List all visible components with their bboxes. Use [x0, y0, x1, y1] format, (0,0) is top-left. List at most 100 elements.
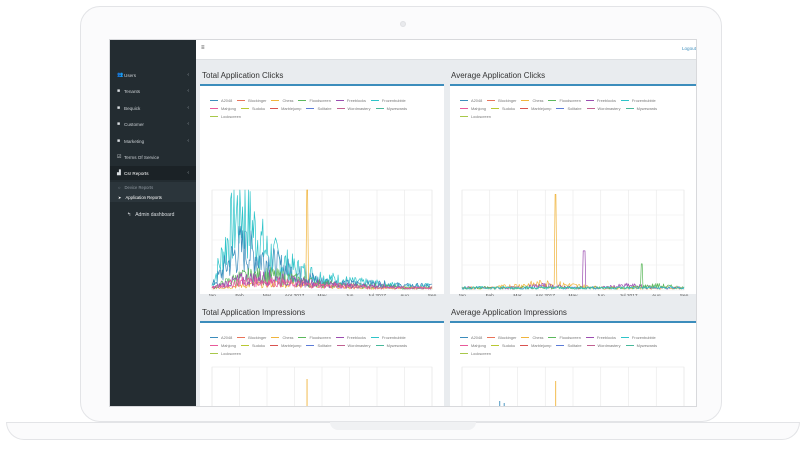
- legend-item[interactable]: Wordmastery: [336, 105, 371, 113]
- legend-item[interactable]: Mahjong: [210, 342, 236, 350]
- legend-item[interactable]: Lockscreen: [210, 113, 241, 121]
- legend-swatch: [520, 107, 529, 109]
- legend-item[interactable]: Frozenbubble: [620, 334, 656, 342]
- legend-item[interactable]: Sudoku: [490, 105, 515, 113]
- legend-item[interactable]: Freeblocks: [585, 334, 616, 342]
- legend-item[interactable]: Solitaire: [306, 342, 332, 350]
- sidebar-item-marketing[interactable]: ■ Marketing ‹: [110, 134, 196, 148]
- legend-label: Mywewards: [386, 342, 408, 348]
- legend-item[interactable]: Freeblocks: [585, 97, 616, 105]
- legend-label: Mywewards: [386, 105, 408, 111]
- sidebar-item-users[interactable]: 👥 Users ‹: [110, 68, 196, 82]
- sidebar-item-terms-of-service[interactable]: ☑ Terms Of Service: [110, 150, 196, 164]
- legend-item[interactable]: Sudoku: [240, 105, 265, 113]
- admin-dashboard-link[interactable]: ↰ Admin dashboard: [127, 212, 174, 218]
- sidebar-item-label: Customer: [124, 121, 144, 127]
- legend-item[interactable]: Wordmastery: [336, 342, 371, 350]
- legend-swatch: [298, 99, 307, 101]
- legend-label: Blockinger: [248, 334, 267, 340]
- legend-item[interactable]: Chess: [521, 97, 543, 105]
- x-tick-label: Jun: [597, 293, 605, 296]
- sidebar-item-label: Bequick: [124, 105, 141, 111]
- legend-item[interactable]: Solitaire: [556, 105, 582, 113]
- legend-swatch: [210, 352, 218, 354]
- sidebar-item-bequick[interactable]: ■ Bequick ‹: [110, 101, 196, 115]
- legend-item[interactable]: Marblejump: [520, 342, 551, 350]
- legend-swatch: [240, 344, 249, 346]
- legend-item[interactable]: A2048: [460, 97, 482, 105]
- legend-item[interactable]: Mywewards: [625, 105, 657, 113]
- sidebar-item-tenants[interactable]: ■ Tenants ‹: [110, 84, 196, 98]
- legend-label: A2048: [221, 334, 233, 340]
- chart-grid: [211, 366, 433, 406]
- sidebar-item-csr-reports[interactable]: ▟ Csr Reports ‹: [110, 166, 196, 180]
- legend-item[interactable]: Mywewards: [375, 105, 408, 113]
- legend-label: Sudoku: [251, 342, 266, 348]
- legend-item[interactable]: Floodscreen: [548, 334, 581, 342]
- legend-item[interactable]: Marblejump: [520, 105, 551, 113]
- legend-item[interactable]: A2048: [210, 334, 232, 342]
- legend-item[interactable]: Marblejump: [270, 105, 301, 113]
- sidebar-subitem-device-reports[interactable]: ○ Device Reports: [110, 182, 196, 192]
- legend-item[interactable]: Freeblocks: [335, 97, 366, 105]
- sidebar-subitem-application-reports[interactable]: ➤ Application Reports: [110, 192, 196, 202]
- legend-item[interactable]: A2048: [460, 334, 482, 342]
- x-tick-label: Jul 2017: [619, 293, 637, 296]
- legend-item[interactable]: Chess: [271, 334, 293, 342]
- legend-item[interactable]: Floodscreen: [298, 334, 331, 342]
- legend-swatch: [336, 344, 345, 346]
- legend-swatch: [335, 336, 344, 338]
- legend-item[interactable]: Lockscreen: [460, 113, 491, 121]
- legend-item[interactable]: Frozenbubble: [370, 97, 406, 105]
- legend-item[interactable]: Freeblocks: [335, 334, 366, 342]
- logout-link[interactable]: Logout: [681, 46, 696, 51]
- legend-swatch: [375, 107, 384, 109]
- legend-item[interactable]: Lockscreen: [210, 350, 241, 358]
- legend-item[interactable]: Mywewards: [625, 342, 657, 350]
- series-line: [211, 275, 433, 290]
- legend-item[interactable]: Solitaire: [306, 105, 332, 113]
- legend-swatch: [620, 336, 629, 338]
- legend-label: Floodscreen: [309, 334, 331, 340]
- legend-item[interactable]: Lockscreen: [460, 350, 491, 358]
- legend-item[interactable]: Sudoku: [240, 342, 266, 350]
- legend-item[interactable]: Wordmastery: [586, 105, 621, 113]
- legend-swatch: [521, 336, 530, 338]
- legend-item[interactable]: Floodscreen: [298, 97, 331, 105]
- legend-label: Chess: [282, 334, 294, 340]
- legend-item[interactable]: Frozenbubble: [620, 97, 656, 105]
- legend-item[interactable]: Solitaire: [556, 342, 582, 350]
- x-tick-label: Feb: [486, 293, 495, 296]
- legend-item[interactable]: Marblejump: [270, 342, 301, 350]
- legend-label: A2048: [471, 97, 483, 103]
- legend-swatch: [210, 99, 218, 101]
- sidebar-item-label: Marketing: [124, 138, 145, 144]
- legend-item[interactable]: Blockinger: [487, 334, 516, 342]
- legend-item[interactable]: Chess: [271, 97, 293, 105]
- legend-label: Chess: [532, 97, 544, 103]
- legend-item[interactable]: Blockinger: [237, 97, 266, 105]
- legend-label: Lockscreen: [471, 350, 491, 356]
- legend-item[interactable]: Blockinger: [487, 97, 516, 105]
- legend-item[interactable]: Mahjong: [210, 105, 236, 113]
- legend-item[interactable]: Wordmastery: [586, 342, 621, 350]
- checkbox-icon: ☑: [117, 154, 122, 160]
- legend-item[interactable]: Blockinger: [237, 334, 266, 342]
- legend-item[interactable]: A2048: [210, 97, 232, 105]
- hamburger-menu-icon[interactable]: ≡: [201, 45, 205, 51]
- legend-item[interactable]: Frozenbubble: [370, 334, 406, 342]
- legend-swatch: [271, 99, 280, 101]
- legend-swatch: [298, 336, 307, 338]
- legend-item[interactable]: Mywewards: [375, 342, 408, 350]
- legend-item[interactable]: Floodscreen: [548, 97, 581, 105]
- legend-item[interactable]: Sudoku: [490, 342, 515, 350]
- legend-label: Lockscreen: [471, 113, 491, 119]
- legend-swatch: [237, 99, 246, 101]
- panel-title: Average Application Impressions: [451, 308, 567, 317]
- legend-item[interactable]: Mahjong: [460, 342, 486, 350]
- legend-swatch: [460, 107, 468, 109]
- legend-item[interactable]: Mahjong: [460, 105, 486, 113]
- sidebar-item-customer[interactable]: ■ Customer ‹: [110, 117, 196, 131]
- legend-swatch: [556, 344, 565, 346]
- legend-item[interactable]: Chess: [521, 334, 543, 342]
